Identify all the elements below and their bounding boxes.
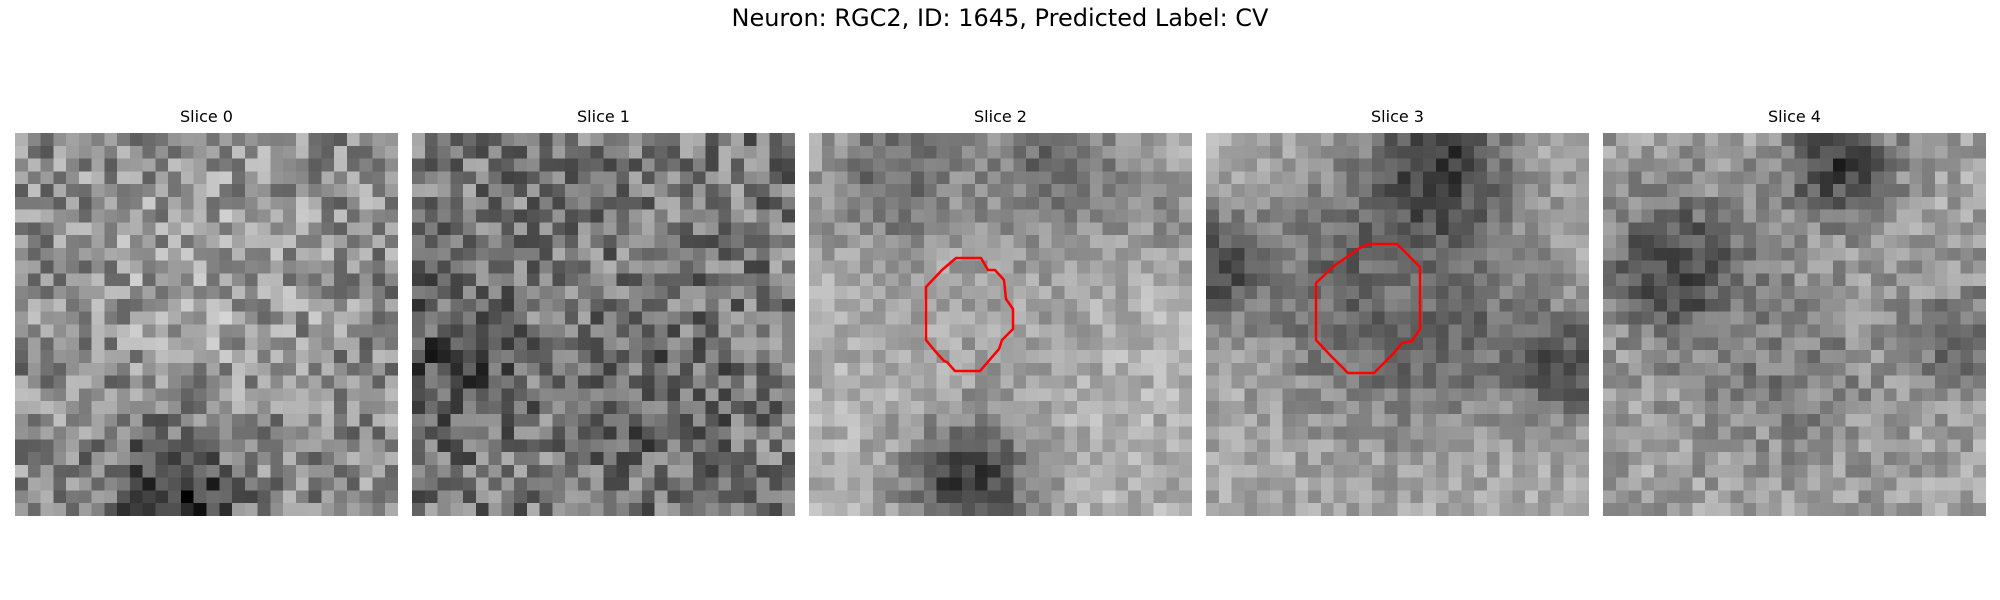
slice-image-2 <box>809 133 1192 516</box>
slice-title-2: Slice 2 <box>974 107 1027 126</box>
slice-title-0: Slice 0 <box>180 107 233 126</box>
slice-image-0 <box>15 133 398 516</box>
figure-title: Neuron: RGC2, ID: 1645, Predicted Label:… <box>731 4 1269 32</box>
slice-title-1: Slice 1 <box>577 107 630 126</box>
slice-panel-2: Slice 2 <box>809 107 1192 516</box>
slice-panel-0: Slice 0 <box>15 107 398 516</box>
roi-contour-2 <box>924 256 1015 373</box>
slice-image-1 <box>412 133 795 516</box>
slice-panel-4: Slice 4 <box>1603 107 1986 516</box>
slice-panel-1: Slice 1 <box>412 107 795 516</box>
roi-contour-3 <box>1314 242 1422 375</box>
slice-image-3 <box>1206 133 1589 516</box>
slice-title-4: Slice 4 <box>1768 107 1821 126</box>
slice-title-3: Slice 3 <box>1371 107 1424 126</box>
slice-panel-3: Slice 3 <box>1206 107 1589 516</box>
slice-image-4 <box>1603 133 1986 516</box>
